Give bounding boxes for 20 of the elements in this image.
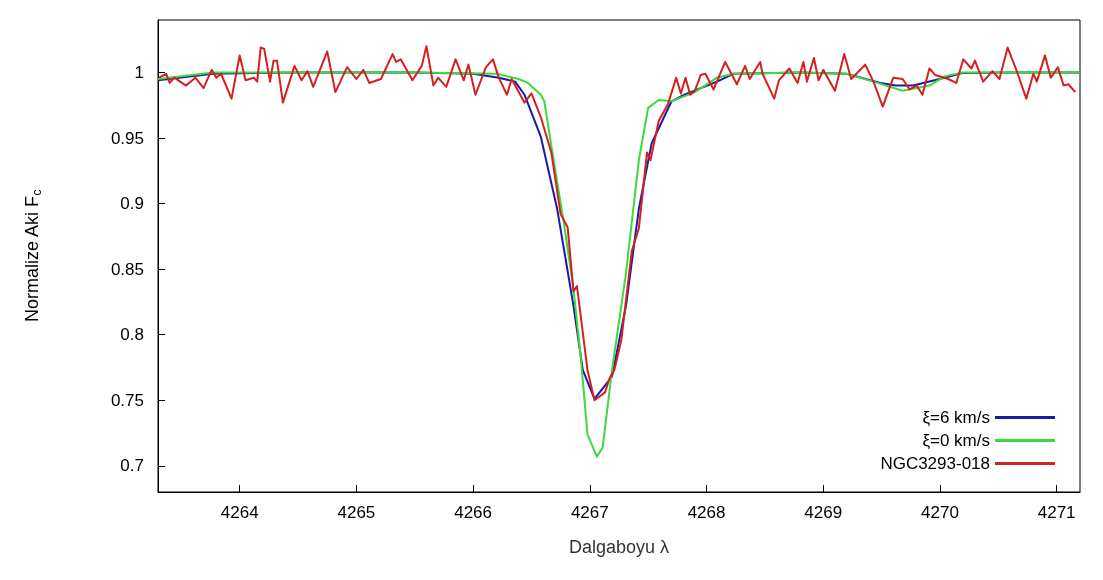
legend-label: ξ=6 km/s (922, 408, 990, 427)
y-tick-label: 0.9 (120, 194, 144, 214)
x-tick-label: 4266 (454, 503, 493, 522)
y-axis-title: Normalize Aki Fc (22, 189, 44, 323)
legend-label: NGC3293-018 (880, 454, 990, 473)
y-tick-label: 0.95 (110, 128, 144, 148)
x-tick-label: 4264 (220, 503, 259, 522)
y-tick-label: 1 (134, 62, 144, 82)
x-tick-label: 4269 (804, 503, 843, 522)
legend-label: ξ=0 km/s (922, 431, 990, 450)
x-tick-label: 4267 (570, 503, 609, 522)
y-tick-label: 0.8 (120, 325, 144, 345)
x-tick-label: 4270 (921, 503, 959, 522)
x-axis-title: Dalgaboyu λ (568, 537, 670, 557)
x-tick-label: 4265 (337, 503, 376, 522)
x-tick-label: 4268 (687, 503, 726, 522)
x-tick-label: 4271 (1037, 503, 1076, 522)
y-tick-label: 0.7 (120, 456, 144, 476)
y-tick-label: 0.85 (110, 259, 144, 279)
y-tick-label: 0.75 (110, 390, 144, 410)
